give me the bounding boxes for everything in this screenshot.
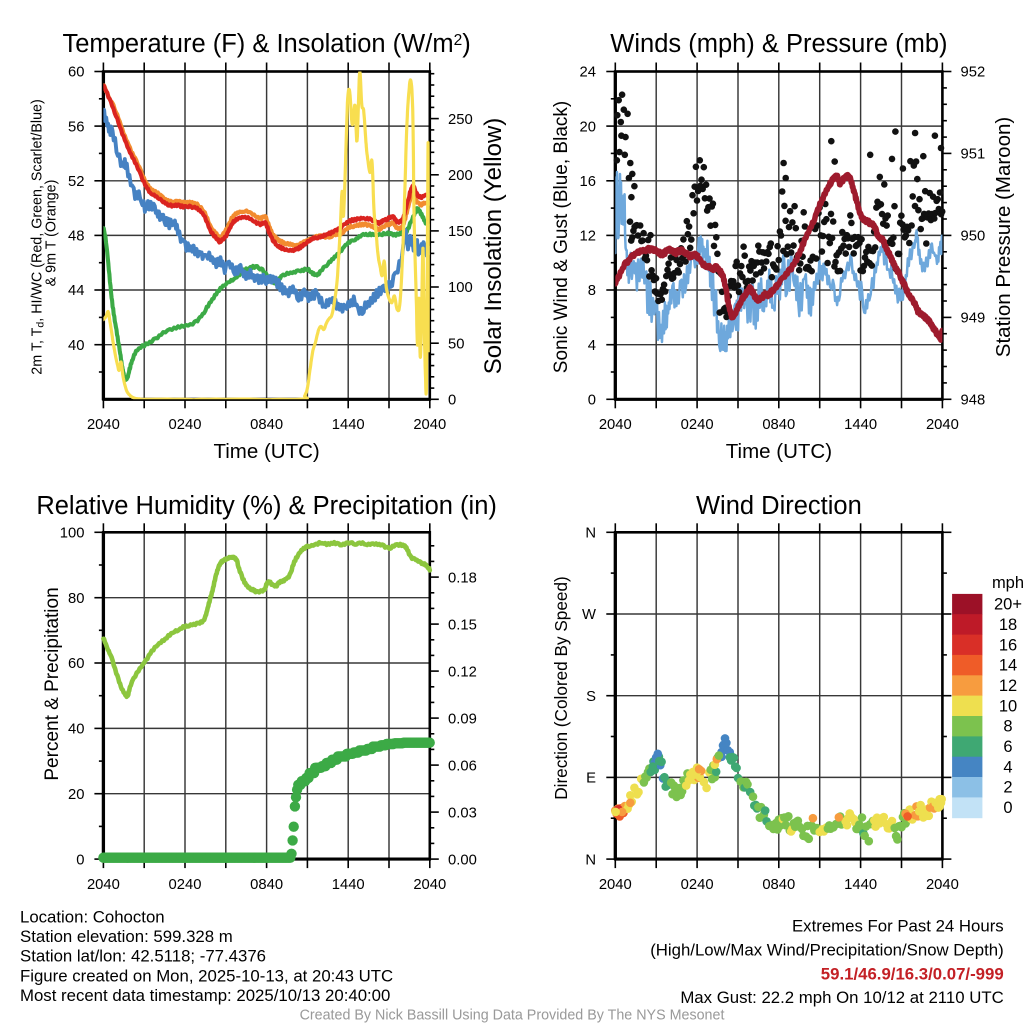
svg-text:8: 8 [1003, 718, 1012, 736]
svg-text:Sonic Wind & Gust (Blue, Black: Sonic Wind & Gust (Blue, Black) [551, 101, 572, 373]
svg-text:48: 48 [68, 229, 84, 245]
svg-text:250: 250 [448, 112, 473, 128]
svg-text:2040: 2040 [413, 417, 446, 433]
svg-text:59.1/46.9/16.3/0.07/-999: 59.1/46.9/16.3/0.07/-999 [821, 965, 1004, 984]
svg-text:2040: 2040 [599, 417, 632, 433]
svg-text:0.09: 0.09 [448, 711, 477, 727]
svg-text:2040: 2040 [87, 417, 120, 433]
svg-text:Percent & Precipitation: Percent & Precipitation [42, 587, 63, 780]
svg-text:W: W [582, 607, 596, 623]
svg-text:E: E [586, 771, 596, 787]
svg-text:20+: 20+ [994, 596, 1022, 614]
svg-text:0: 0 [76, 852, 84, 868]
svg-text:Station lat/lon: 42.5118; -77.: Station lat/lon: 42.5118; -77.4376 [20, 947, 266, 966]
svg-text:Created By Nick Bassill Using: Created By Nick Bassill Using Data Provi… [300, 1008, 725, 1024]
svg-text:N: N [585, 852, 596, 868]
svg-text:60: 60 [68, 656, 84, 672]
svg-text:2040: 2040 [413, 877, 446, 893]
svg-text:2: 2 [1003, 779, 1012, 797]
svg-text:40: 40 [68, 338, 84, 354]
svg-text:952: 952 [961, 65, 986, 81]
svg-text:Figure created on Mon, 2025-10: Figure created on Mon, 2025-10-13, at 20… [20, 966, 393, 985]
svg-text:0.15: 0.15 [448, 617, 477, 633]
svg-text:1440: 1440 [332, 417, 365, 433]
svg-text:20: 20 [580, 119, 596, 135]
svg-text:0.18: 0.18 [448, 570, 477, 586]
svg-text:Extremes For Past 24 Hours: Extremes For Past 24 Hours [792, 917, 1004, 936]
svg-text:Solar Insolation (Yellow): Solar Insolation (Yellow) [480, 118, 507, 375]
svg-text:Time (UTC): Time (UTC) [213, 440, 319, 463]
svg-text:951: 951 [961, 147, 986, 163]
svg-text:Winds (mph) & Pressure (mb): Winds (mph) & Pressure (mb) [610, 30, 947, 58]
svg-text:0: 0 [448, 393, 456, 409]
svg-text:40: 40 [68, 722, 84, 738]
svg-text:2m T, Td, HI/WC (Red, Green, S: 2m T, Td, HI/WC (Red, Green, Scarlet/Blu… [30, 99, 47, 374]
svg-text:10: 10 [999, 697, 1017, 715]
svg-text:4: 4 [1003, 758, 1012, 776]
svg-text:0240: 0240 [169, 417, 202, 433]
svg-text:Temperature (F) & Insolation (: Temperature (F) & Insolation (W/m2) [62, 30, 470, 58]
svg-text:4: 4 [588, 338, 596, 354]
svg-text:N: N [585, 526, 596, 542]
svg-text:0840: 0840 [250, 417, 283, 433]
svg-text:16: 16 [999, 636, 1017, 654]
svg-text:Direction (Colored By Speed): Direction (Colored By Speed) [551, 576, 571, 800]
svg-text:& 9m T (Orange): & 9m T (Orange) [44, 180, 60, 287]
svg-text:80: 80 [68, 591, 84, 607]
svg-text:2040: 2040 [926, 417, 959, 433]
svg-text:18: 18 [999, 616, 1017, 634]
svg-text:Time (UTC): Time (UTC) [726, 440, 832, 463]
svg-text:6: 6 [1003, 738, 1012, 756]
svg-text:8: 8 [588, 283, 596, 299]
svg-text:56: 56 [68, 119, 84, 135]
svg-text:950: 950 [961, 229, 986, 245]
svg-text:50: 50 [448, 336, 464, 352]
svg-text:20: 20 [68, 787, 84, 803]
svg-text:Max Gust: 22.2 mph On 10/12 at: Max Gust: 22.2 mph On 10/12 at 2110 UTC [680, 988, 1003, 1007]
svg-text:44: 44 [68, 283, 84, 299]
svg-text:100: 100 [60, 526, 85, 542]
svg-text:24: 24 [580, 65, 596, 81]
svg-text:200: 200 [448, 168, 473, 184]
svg-text:14: 14 [999, 657, 1017, 675]
svg-text:Relative Humidity (%) & Precip: Relative Humidity (%) & Precipitation (i… [36, 492, 497, 520]
svg-text:0: 0 [588, 393, 596, 409]
svg-text:mph: mph [992, 574, 1024, 592]
svg-text:949: 949 [961, 311, 986, 327]
svg-text:16: 16 [580, 174, 596, 190]
svg-text:60: 60 [68, 65, 84, 81]
svg-text:(High/Low/Max Wind/Precipitati: (High/Low/Max Wind/Precipitation/Snow De… [650, 940, 1004, 959]
svg-text:0.06: 0.06 [448, 758, 477, 774]
svg-text:S: S [586, 689, 596, 705]
svg-text:2040: 2040 [926, 877, 959, 893]
svg-text:0240: 0240 [681, 877, 714, 893]
svg-text:100: 100 [448, 280, 473, 296]
svg-text:0.03: 0.03 [448, 805, 477, 821]
svg-text:948: 948 [961, 393, 986, 409]
svg-text:0840: 0840 [762, 417, 795, 433]
svg-text:12: 12 [999, 677, 1017, 695]
svg-text:1440: 1440 [844, 877, 877, 893]
svg-text:150: 150 [448, 224, 473, 240]
svg-text:0240: 0240 [169, 877, 202, 893]
svg-text:Station Pressure (Maroon): Station Pressure (Maroon) [992, 117, 1015, 357]
svg-text:Location: Cohocton: Location: Cohocton [20, 908, 165, 927]
svg-text:Wind Direction: Wind Direction [696, 492, 862, 520]
svg-text:12: 12 [580, 229, 596, 245]
svg-text:2040: 2040 [87, 877, 120, 893]
svg-text:2040: 2040 [599, 877, 632, 893]
svg-text:0840: 0840 [762, 877, 795, 893]
svg-text:1440: 1440 [332, 877, 365, 893]
svg-text:0.12: 0.12 [448, 664, 477, 680]
svg-text:Most recent data timestamp: 20: Most recent data timestamp: 2025/10/13 2… [20, 986, 390, 1005]
svg-text:1440: 1440 [844, 417, 877, 433]
svg-text:0240: 0240 [681, 417, 714, 433]
svg-text:0.00: 0.00 [448, 852, 477, 868]
svg-text:52: 52 [68, 174, 84, 190]
svg-text:0: 0 [1003, 799, 1012, 817]
svg-text:Station elevation: 599.328 m: Station elevation: 599.328 m [20, 927, 233, 946]
svg-text:0840: 0840 [250, 877, 283, 893]
